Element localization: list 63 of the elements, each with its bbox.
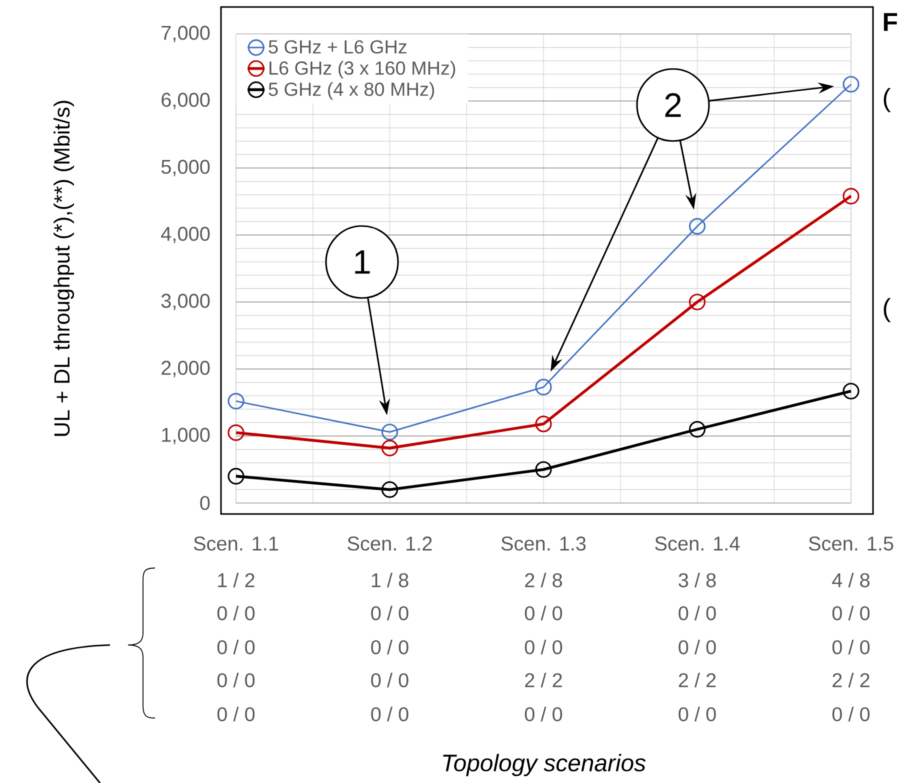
y-tick-label: 4,000	[161, 226, 210, 244]
point	[228, 468, 244, 485]
text: (	[884, 298, 891, 322]
x-tick-label: Scen. 1.2	[348, 536, 432, 551]
y-tick-label: 5,000	[161, 160, 210, 176]
text: 2 / 8	[525, 572, 562, 588]
point	[228, 392, 244, 410]
text: 0 / 0	[371, 640, 408, 654]
text: Topology scenarios	[443, 754, 646, 776]
text: 0 / 0	[524, 606, 562, 620]
text: F	[884, 13, 898, 31]
text: 0 / 0	[524, 706, 562, 722]
text: 0 / 0	[832, 706, 870, 722]
text: 0 / 0	[371, 706, 408, 722]
annotation: 1	[355, 250, 370, 274]
point	[842, 382, 860, 400]
legend-label: L6 GHz (3 x 160 MHz)	[270, 60, 456, 79]
text: 0 / 0	[832, 606, 870, 620]
text: 0 / 0	[832, 640, 870, 654]
x-tick-label: Scen. 1.1	[194, 536, 278, 551]
point	[688, 294, 706, 310]
point	[228, 424, 244, 441]
legend-label: 5 GHz + L6 GHz	[268, 40, 406, 54]
legend-label: 5 GHz (4 x 80 MHz)	[268, 82, 434, 100]
text: 0 / 0	[678, 640, 716, 654]
text: 0 / 0	[678, 706, 716, 722]
text: 0 / 0	[217, 706, 255, 722]
text: 0 / 0	[371, 672, 408, 688]
point	[842, 76, 860, 93]
point	[381, 424, 398, 440]
text: 2 / 2	[832, 672, 870, 688]
x-tick-label: Scen. 1.5	[808, 536, 894, 551]
text: 1 / 2	[218, 572, 254, 588]
text: 0 / 0	[524, 640, 562, 654]
point	[535, 378, 552, 396]
point	[842, 188, 860, 204]
y-axis-title: UL + DL throughput (*),(**) (Mbit/s)	[54, 100, 74, 436]
text: (	[884, 88, 891, 112]
point	[688, 218, 706, 235]
y-tick-label: 3,000	[161, 294, 210, 310]
text: 2 / 2	[525, 672, 562, 688]
annotation: 2	[665, 93, 681, 117]
point	[381, 481, 398, 498]
text: 1 / 8	[372, 572, 408, 588]
x-tick-label: Scen. 1.4	[655, 536, 740, 551]
text: 0 / 0	[371, 606, 408, 620]
text: 0 / 0	[217, 672, 255, 688]
y-tick-label: 1,000	[162, 428, 210, 444]
y-tick-label: 0	[200, 496, 210, 510]
y-tick-label: 6,000	[162, 92, 210, 110]
text: 4 / 8	[832, 572, 870, 588]
text: 0 / 0	[678, 606, 716, 620]
text: 2 / 2	[678, 672, 716, 688]
text: 0 / 0	[217, 640, 255, 654]
point	[535, 461, 552, 478]
y-tick-label: 2,000	[162, 360, 210, 378]
point	[688, 421, 706, 438]
point	[381, 440, 398, 456]
text: 3 / 8	[678, 572, 716, 588]
point	[535, 416, 552, 432]
text: 0 / 0	[217, 606, 255, 620]
y-tick-label: 7,000	[162, 26, 210, 42]
x-tick-label: Scen. 1.3	[501, 536, 586, 551]
